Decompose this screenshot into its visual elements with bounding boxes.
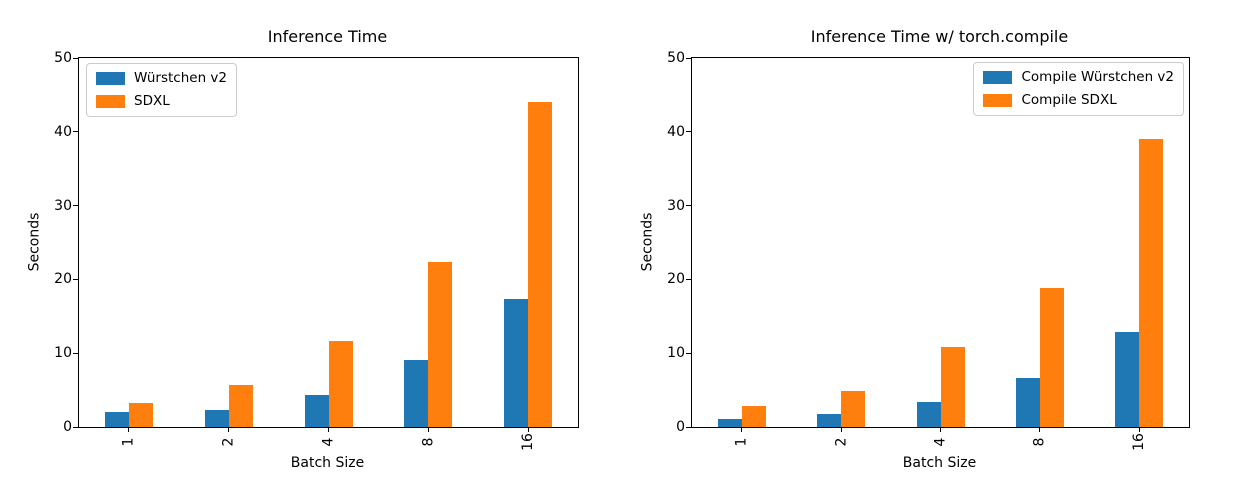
x-axis-label: Batch Size bbox=[290, 455, 365, 471]
y-tick-mark bbox=[686, 352, 692, 354]
y-tick-label: 0 bbox=[676, 419, 685, 435]
y-axis-label-text: Seconds bbox=[26, 212, 43, 271]
y-tick-label: 40 bbox=[667, 123, 685, 140]
x-tick-label-text: 16 bbox=[520, 433, 537, 451]
bar bbox=[817, 413, 842, 427]
y-tick-label: 30 bbox=[54, 197, 72, 214]
y-tick-mark bbox=[686, 131, 692, 133]
bar bbox=[528, 102, 553, 427]
legend-swatch bbox=[983, 93, 1013, 107]
legend-swatch bbox=[983, 70, 1013, 84]
y-tick-label: 30 bbox=[667, 197, 685, 214]
bar bbox=[104, 412, 129, 427]
x-tick-mark bbox=[328, 427, 329, 432]
bar bbox=[1115, 331, 1140, 427]
legend-label: Würstchen v2 bbox=[134, 70, 228, 86]
legend-entry: SDXL bbox=[96, 92, 227, 109]
bar bbox=[916, 401, 941, 427]
x-tick-label-text: 1 bbox=[733, 437, 750, 447]
y-tick-mark bbox=[73, 131, 79, 133]
chart-title: Inference Time w/ torch.compile bbox=[810, 27, 1069, 46]
x-tick-label-text: 8 bbox=[1031, 437, 1048, 447]
y-tick-label: 20 bbox=[54, 271, 72, 288]
y-tick-mark bbox=[686, 57, 692, 59]
y-tick-label: 50 bbox=[54, 50, 72, 66]
x-tick-mark bbox=[741, 427, 743, 432]
x-tick-label-text: 4 bbox=[320, 437, 337, 447]
plot-area: 0 10 20 30 40 50 1 2 4 8 16 Würstchen v2 SDXL bbox=[54, 51, 579, 451]
chart-title: Inference Time bbox=[267, 27, 388, 46]
y-tick-label: 10 bbox=[54, 345, 72, 362]
y-tick-label: 40 bbox=[54, 123, 72, 140]
x-tick-mark bbox=[840, 427, 842, 432]
bar bbox=[328, 340, 353, 427]
x-tick-label-text: 2 bbox=[833, 437, 850, 447]
y-axis-label: Seconds bbox=[639, 57, 655, 426]
y-axis-label-text: Seconds bbox=[639, 212, 656, 271]
bar bbox=[841, 390, 866, 427]
legend-entry: Compile Würstchen v2 bbox=[983, 70, 1174, 85]
x-tick-label-text: 2 bbox=[220, 437, 237, 447]
subplot-inference-time-torch-compile: Inference Time w/ torch.compile 0 10 20 30 4… bbox=[639, 27, 1190, 471]
y-tick-label: 20 bbox=[667, 271, 685, 288]
bar bbox=[741, 405, 766, 427]
x-tick-label-text: 8 bbox=[420, 437, 437, 447]
legend-label: Compile SDXL bbox=[1021, 91, 1117, 108]
y-tick-mark bbox=[73, 57, 79, 59]
x-tick-label-text: 16 bbox=[1131, 433, 1148, 451]
legend-label: Compile Würstchen v2 bbox=[1021, 69, 1174, 85]
legend: Compile Würstchen v2 Compile SDXL bbox=[973, 62, 1184, 116]
y-tick-label: 10 bbox=[667, 345, 685, 362]
x-tick-mark bbox=[1039, 427, 1041, 432]
subplot-inference-time: Inference Time 0 10 20 30 40 50 1 2 4 8 16 Würstche… bbox=[26, 27, 579, 471]
legend-entry: Compile SDXL bbox=[983, 91, 1174, 108]
y-tick-mark bbox=[73, 426, 79, 428]
y-tick-mark bbox=[686, 426, 692, 428]
x-tick-mark bbox=[1138, 427, 1140, 432]
x-tick-label-text: 1 bbox=[120, 437, 137, 447]
bar bbox=[1015, 377, 1040, 427]
y-axis-label: Seconds bbox=[26, 57, 42, 426]
bar bbox=[204, 410, 229, 427]
x-tick-mark bbox=[940, 427, 941, 432]
y-tick-label: 0 bbox=[63, 419, 72, 435]
legend-swatch bbox=[96, 94, 125, 108]
bar bbox=[428, 262, 453, 427]
y-tick-mark bbox=[686, 278, 692, 280]
bar bbox=[940, 347, 965, 427]
y-tick-mark bbox=[73, 205, 79, 207]
x-tick-mark bbox=[527, 427, 529, 432]
x-tick-mark bbox=[128, 427, 130, 432]
x-axis-label: Batch Size bbox=[902, 455, 977, 471]
plot-area: 0 10 20 30 40 50 1 2 4 8 16 Compile Würstchen v2 Com… bbox=[667, 51, 1190, 451]
bar bbox=[1039, 287, 1064, 427]
y-tick-mark bbox=[686, 205, 692, 207]
x-tick-mark bbox=[427, 427, 429, 432]
bar bbox=[504, 299, 529, 427]
y-tick-label: 50 bbox=[667, 50, 685, 66]
legend-label: SDXL bbox=[134, 92, 170, 109]
legend-entry: Würstchen v2 bbox=[96, 71, 227, 86]
x-tick-mark bbox=[228, 427, 230, 432]
y-tick-mark bbox=[73, 278, 79, 280]
legend-swatch bbox=[96, 71, 125, 85]
bar bbox=[304, 394, 329, 427]
bar bbox=[717, 418, 742, 427]
bar bbox=[128, 403, 153, 427]
y-tick-mark bbox=[73, 352, 79, 354]
bar bbox=[228, 384, 253, 427]
bar bbox=[1139, 139, 1164, 427]
bar bbox=[404, 359, 429, 427]
x-tick-label-text: 4 bbox=[932, 437, 949, 447]
legend: Würstchen v2 SDXL bbox=[86, 63, 238, 117]
